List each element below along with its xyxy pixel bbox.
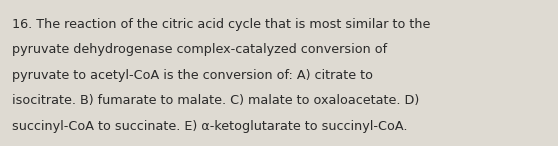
Text: pyruvate to acetyl-CoA is the conversion of: A) citrate to: pyruvate to acetyl-CoA is the conversion…: [12, 69, 373, 82]
Text: succinyl-CoA to succinate. E) α-ketoglutarate to succinyl-CoA.: succinyl-CoA to succinate. E) α-ketoglut…: [12, 120, 408, 133]
Text: pyruvate dehydrogenase complex-catalyzed conversion of: pyruvate dehydrogenase complex-catalyzed…: [12, 43, 387, 56]
Text: isocitrate. B) fumarate to malate. C) malate to oxaloacetate. D): isocitrate. B) fumarate to malate. C) ma…: [12, 94, 420, 107]
Text: 16. The reaction of the citric acid cycle that is most similar to the: 16. The reaction of the citric acid cycl…: [12, 18, 431, 31]
